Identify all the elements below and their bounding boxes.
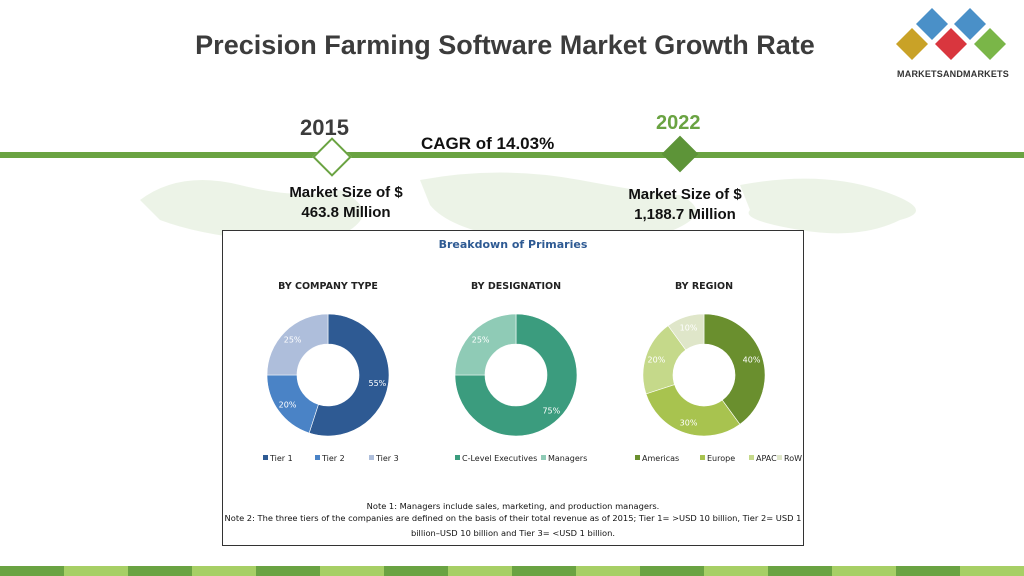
start-market-size-line2: 463.8 Million xyxy=(301,204,391,221)
legend-label-row: RoW xyxy=(784,454,802,463)
legend-label-apac: APAC xyxy=(756,454,777,463)
start-year: 2015 xyxy=(300,115,349,140)
cagr-label: CAGR of 14.03% xyxy=(421,134,555,153)
timeline-bar xyxy=(0,152,1024,158)
start-market-size-line1: Market Size of $ xyxy=(289,184,403,201)
logo-text: MARKETSANDMARKETS xyxy=(897,69,1009,79)
legend-swatch-row xyxy=(777,455,782,460)
breakdown-title: Breakdown of Primaries xyxy=(439,238,588,251)
note-1: Note 1: Managers include sales, marketin… xyxy=(367,501,660,511)
slice-managers xyxy=(454,313,517,376)
legend-swatch-managers xyxy=(541,455,546,460)
company-logo xyxy=(896,8,1006,60)
note-3: billion–USD 10 billion and Tier 3= <USD … xyxy=(411,528,615,538)
data-label-tier-3: 25% xyxy=(284,336,302,345)
slice-c-level-executives xyxy=(454,313,578,437)
slice-americas xyxy=(703,313,766,425)
slice-europe xyxy=(645,384,741,437)
legend-swatch-tier-2 xyxy=(315,455,320,460)
data-label-tier-2: 20% xyxy=(279,400,297,409)
legend-swatch-c-level-executives xyxy=(455,455,460,460)
end-year: 2022 xyxy=(656,112,701,134)
primaries-breakdown-panel: Breakdown of Primaries BY COMPANY TYPE 55… xyxy=(222,230,804,546)
data-label-row: 10% xyxy=(680,323,698,332)
data-label-europe: 30% xyxy=(680,419,698,428)
page-title: Precision Farming Software Market Growth… xyxy=(195,30,815,60)
end-market-size-line1: Market Size of $ xyxy=(628,186,742,203)
data-label-c-level-executives: 75% xyxy=(542,406,560,415)
legend-label-tier-1: Tier 1 xyxy=(269,454,293,463)
start-market-size: Market Size of $ 463.8 Million xyxy=(266,183,426,223)
end-market-size-line2: 1,188.7 Million xyxy=(634,206,736,223)
primaries-charts: Breakdown of Primaries BY COMPANY TYPE 55… xyxy=(225,238,803,538)
slice-row xyxy=(667,313,705,351)
legend-label-tier-3: Tier 3 xyxy=(375,454,399,463)
data-label-tier-1: 55% xyxy=(368,379,386,388)
legend-swatch-americas xyxy=(635,455,640,460)
legend-swatch-europe xyxy=(700,455,705,460)
world-map-background xyxy=(140,172,916,247)
legend-swatch-apac xyxy=(749,455,754,460)
legend-label-tier-2: Tier 2 xyxy=(321,454,345,463)
data-label-americas: 40% xyxy=(743,356,761,365)
note-2: Note 2: The three tiers of the companies… xyxy=(225,513,802,523)
legend-label-americas: Americas xyxy=(642,454,679,463)
bottom-stripes xyxy=(0,566,1024,576)
chart-title-1: BY COMPANY TYPE xyxy=(278,281,378,292)
legend-label-managers: Managers xyxy=(548,454,587,463)
chart-title-3: BY REGION xyxy=(675,281,733,292)
end-market-size: Market Size of $ 1,188.7 Million xyxy=(600,185,770,225)
data-label-managers: 25% xyxy=(472,336,490,345)
legend-label-c-level-executives: C-Level Executives xyxy=(462,454,537,463)
slice-tier-3 xyxy=(266,313,329,376)
legend-swatch-tier-3 xyxy=(369,455,374,460)
data-label-apac: 20% xyxy=(648,356,666,365)
slice-tier-1 xyxy=(308,313,390,437)
legend-swatch-tier-1 xyxy=(263,455,268,460)
legend-label-europe: Europe xyxy=(707,454,735,463)
chart-title-2: BY DESIGNATION xyxy=(471,281,561,292)
